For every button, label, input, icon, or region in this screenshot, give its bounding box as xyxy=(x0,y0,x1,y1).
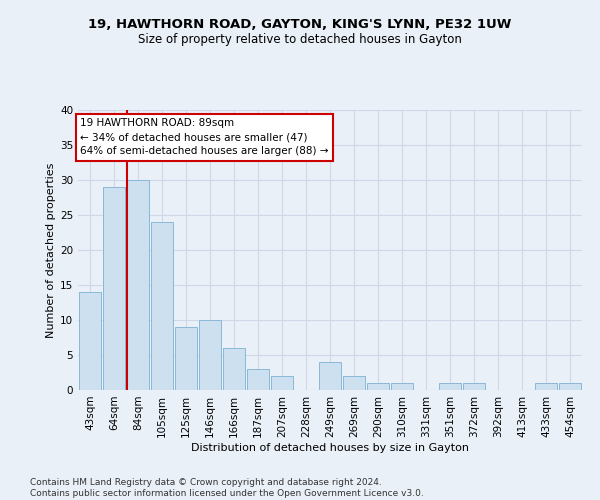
Bar xyxy=(103,187,125,390)
Bar xyxy=(175,327,197,390)
Bar xyxy=(247,369,269,390)
Text: Size of property relative to detached houses in Gayton: Size of property relative to detached ho… xyxy=(138,32,462,46)
Bar xyxy=(127,180,149,390)
Bar xyxy=(391,383,413,390)
X-axis label: Distribution of detached houses by size in Gayton: Distribution of detached houses by size … xyxy=(191,442,469,452)
Text: 19, HAWTHORN ROAD, GAYTON, KING'S LYNN, PE32 1UW: 19, HAWTHORN ROAD, GAYTON, KING'S LYNN, … xyxy=(88,18,512,30)
Bar xyxy=(151,222,173,390)
Bar xyxy=(439,383,461,390)
Bar xyxy=(223,348,245,390)
Y-axis label: Number of detached properties: Number of detached properties xyxy=(46,162,56,338)
Text: Contains HM Land Registry data © Crown copyright and database right 2024.
Contai: Contains HM Land Registry data © Crown c… xyxy=(30,478,424,498)
Bar xyxy=(535,383,557,390)
Bar xyxy=(343,376,365,390)
Bar xyxy=(367,383,389,390)
Bar xyxy=(559,383,581,390)
Bar xyxy=(271,376,293,390)
Bar xyxy=(319,362,341,390)
Bar xyxy=(463,383,485,390)
Bar xyxy=(79,292,101,390)
Text: 19 HAWTHORN ROAD: 89sqm
← 34% of detached houses are smaller (47)
64% of semi-de: 19 HAWTHORN ROAD: 89sqm ← 34% of detache… xyxy=(80,118,329,156)
Bar xyxy=(199,320,221,390)
